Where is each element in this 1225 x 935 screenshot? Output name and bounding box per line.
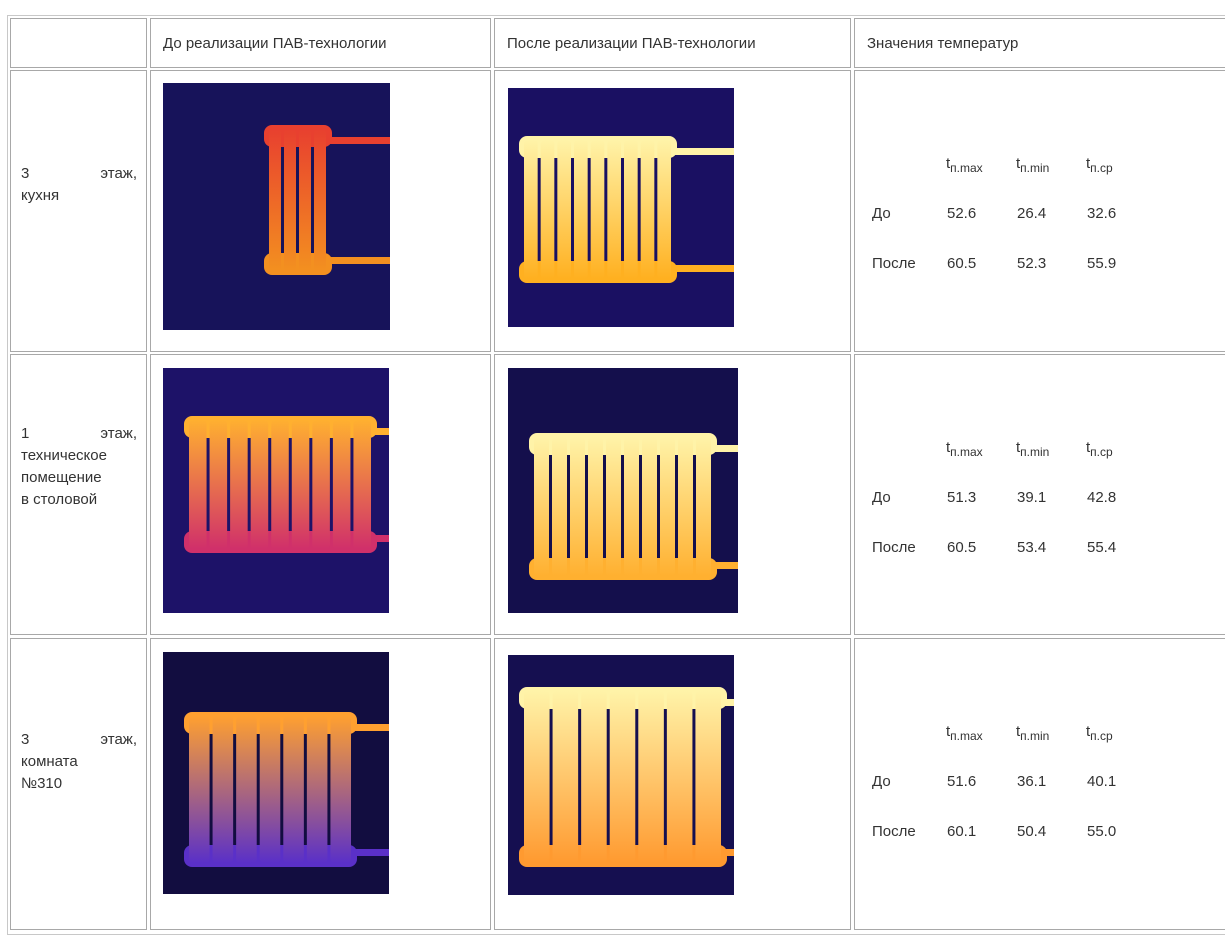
temp-value: 52.6: [947, 205, 976, 222]
temp-row-name: После: [872, 823, 916, 840]
temp-row-name: После: [872, 539, 916, 556]
thermal-image: [508, 368, 738, 613]
temps-cell: tп.max tп.min tп.ср До 51.6 36.1 40.1 После 60.1…: [854, 638, 1225, 930]
label-line: кухня: [21, 185, 137, 207]
temp-value: 50.4: [1017, 823, 1046, 840]
temp-value: 26.4: [1017, 205, 1046, 222]
label-line: помещение: [21, 467, 137, 489]
temp-value: 51.3: [947, 489, 976, 506]
temp-column-head: tп.min: [1016, 439, 1049, 459]
row-label-cell: 3 этаж,кухня: [10, 70, 147, 352]
temp-column-head: tп.ср: [1086, 155, 1113, 175]
subscript: п.min: [1020, 729, 1049, 743]
temp-column-head: tп.min: [1016, 155, 1049, 175]
thermal-image: [508, 655, 734, 895]
temp-column-head: tп.ср: [1086, 439, 1113, 459]
subscript: п.max: [950, 445, 983, 459]
temp-row-name: После: [872, 255, 916, 272]
subscript: п.max: [950, 729, 983, 743]
temp-column-head: tп.max: [946, 439, 983, 459]
label-line: 3 этаж,: [21, 729, 137, 751]
subscript: п.ср: [1090, 445, 1113, 459]
label-line: 1 этаж,: [21, 423, 137, 445]
temp-column-head: tп.min: [1016, 723, 1049, 743]
temp-value: 55.4: [1087, 539, 1116, 556]
temps-cell: tп.max tп.min tп.ср До 52.6 26.4 32.6 После 60.5…: [854, 70, 1225, 352]
temp-value: 40.1: [1087, 773, 1116, 790]
temp-column-head: tп.max: [946, 723, 983, 743]
label-line: 3 этаж,: [21, 163, 137, 185]
header-cell: До реализации ПАВ-технологии: [150, 18, 491, 68]
subscript: п.min: [1020, 445, 1049, 459]
temp-value: 60.1: [947, 823, 976, 840]
temp-row-name: До: [872, 489, 891, 506]
temp-row-name: До: [872, 205, 891, 222]
row-label: 3 этаж,кухня: [21, 163, 137, 207]
temp-value: 36.1: [1017, 773, 1046, 790]
temp-value: 52.3: [1017, 255, 1046, 272]
thermal-image: [163, 368, 389, 613]
temp-value: 60.5: [947, 255, 976, 272]
temp-value: 32.6: [1087, 205, 1116, 222]
temp-value: 39.1: [1017, 489, 1046, 506]
subscript: п.max: [950, 161, 983, 175]
temp-value: 55.9: [1087, 255, 1116, 272]
label-line: комната: [21, 751, 137, 773]
temp-row-name: До: [872, 773, 891, 790]
label-line: техническое: [21, 445, 137, 467]
temp-value: 51.6: [947, 773, 976, 790]
label-line: в столовой: [21, 489, 137, 511]
header-cell: [10, 18, 147, 68]
temp-value: 55.0: [1087, 823, 1116, 840]
subscript: п.ср: [1090, 161, 1113, 175]
temps-cell: tп.max tп.min tп.ср До 51.3 39.1 42.8 После 60.5…: [854, 354, 1225, 635]
temp-value: 53.4: [1017, 539, 1046, 556]
subscript: п.min: [1020, 161, 1049, 175]
temp-value: 60.5: [947, 539, 976, 556]
thermal-image: [163, 83, 390, 330]
header-cell: После реализации ПАВ-технологии: [494, 18, 851, 68]
subscript: п.ср: [1090, 729, 1113, 743]
temp-value: 42.8: [1087, 489, 1116, 506]
label-line: №310: [21, 773, 137, 795]
thermal-image: [163, 652, 389, 894]
header-cell: Значения температур: [854, 18, 1225, 68]
thermal-image: [508, 88, 734, 327]
temp-column-head: tп.max: [946, 155, 983, 175]
temp-column-head: tп.ср: [1086, 723, 1113, 743]
